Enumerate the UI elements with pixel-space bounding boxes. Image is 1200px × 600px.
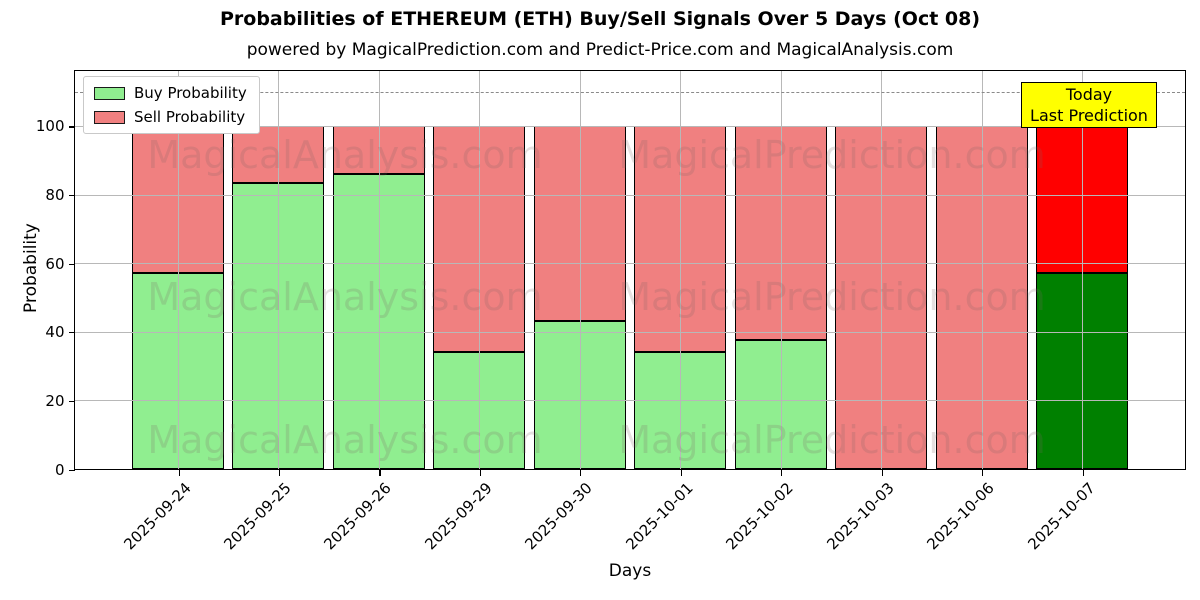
ytick-label: 60	[45, 254, 65, 273]
xtick-label: 2025-10-01	[622, 478, 697, 553]
gridline-x-2025-10-01	[680, 71, 682, 469]
gridline-x-2025-09-24	[178, 71, 179, 469]
gridline-y-60	[75, 263, 1185, 265]
ytick-label: 40	[45, 323, 65, 342]
gridline-x-2025-09-29	[479, 71, 481, 469]
legend-item-sell: Sell Probability	[94, 108, 247, 126]
ytick-mark	[68, 195, 75, 197]
gridline-y-100	[75, 125, 1185, 127]
watermark-layer: MagicalAnalysis.com MagicalPrediction.com…	[75, 71, 1185, 469]
grid-layer	[75, 71, 1185, 469]
watermark-text: MagicalPrediction.com	[618, 275, 1046, 319]
today-annotation-line1: Today	[1065, 85, 1113, 104]
gridline-y-80	[75, 194, 1185, 196]
xtick-label: 2025-09-30	[521, 478, 596, 553]
watermark-text: MagicalAnalysis.com	[147, 275, 543, 319]
xtick-mark	[982, 469, 984, 476]
xtick-mark	[580, 469, 582, 476]
legend-label-sell: Sell Probability	[134, 108, 246, 126]
gridline-x-2025-10-02	[780, 71, 782, 469]
ytick-mark	[68, 332, 75, 334]
watermark-text: MagicalPrediction.com	[618, 133, 1046, 177]
ytick-mark	[68, 469, 75, 471]
buy-color-swatch	[94, 86, 125, 100]
ytick-mark	[68, 126, 75, 128]
xtick-label: 2025-09-26	[320, 478, 396, 553]
xtick-label: 2025-09-29	[421, 478, 496, 553]
today-annotation-line2: Last Prediction	[1030, 106, 1148, 125]
xtick-label: 2025-10-06	[923, 478, 998, 553]
legend-label-buy: Buy Probability	[134, 84, 247, 102]
gridline-x-2025-10-07	[1082, 71, 1083, 469]
legend: Buy Probability Sell Probability	[83, 76, 260, 134]
xtick-label: 2025-09-25	[220, 478, 295, 553]
legend-item-buy: Buy Probability	[94, 84, 247, 102]
xtick-mark	[278, 469, 281, 476]
gridline-y-20	[75, 400, 1185, 402]
xtick-label: 2025-10-02	[722, 478, 797, 553]
ytick-mark	[68, 400, 75, 403]
xtick-mark	[178, 469, 180, 476]
x-axis-label: Days	[608, 561, 652, 581]
chart-subtitle: powered by MagicalPrediction.com and Pre…	[246, 40, 954, 60]
gridline-x-2025-09-30	[579, 71, 581, 469]
ytick-mark	[68, 263, 75, 265]
gridline-x-2025-09-25	[278, 71, 280, 469]
xtick-mark	[680, 469, 682, 476]
gridline-x-2025-10-03	[881, 71, 883, 469]
gridline-x-2025-09-26	[378, 71, 380, 469]
watermark-text: MagicalAnalysis.com	[147, 133, 543, 177]
ytick-label: 80	[45, 186, 65, 205]
today-annotation: Today Last Prediction	[1021, 82, 1157, 128]
xtick-label: 2025-10-07	[1023, 478, 1099, 553]
watermark-text: MagicalPrediction.com	[618, 418, 1046, 462]
xtick-mark	[781, 469, 783, 476]
xtick-mark	[379, 469, 381, 476]
xtick-mark	[479, 469, 482, 476]
gridline-y-40	[75, 331, 1185, 333]
threshold-dashed-line	[75, 91, 1185, 93]
xtick-mark	[881, 469, 883, 476]
ytick-label: 100	[35, 117, 65, 136]
watermark-text: MagicalAnalysis.com	[147, 418, 543, 462]
xtick-label: 2025-09-24	[119, 478, 195, 553]
chart-title: Probabilities of ETHEREUM (ETH) Buy/Sell…	[219, 8, 981, 30]
ytick-label: 0	[54, 460, 65, 479]
ytick-label: 20	[45, 391, 65, 410]
sell-color-swatch	[94, 110, 125, 124]
plot-area: MagicalAnalysis.com MagicalPrediction.com…	[74, 70, 1186, 470]
gridline-x-2025-10-06	[981, 71, 983, 469]
xtick-label: 2025-10-03	[822, 478, 898, 553]
xtick-mark	[1082, 469, 1084, 476]
